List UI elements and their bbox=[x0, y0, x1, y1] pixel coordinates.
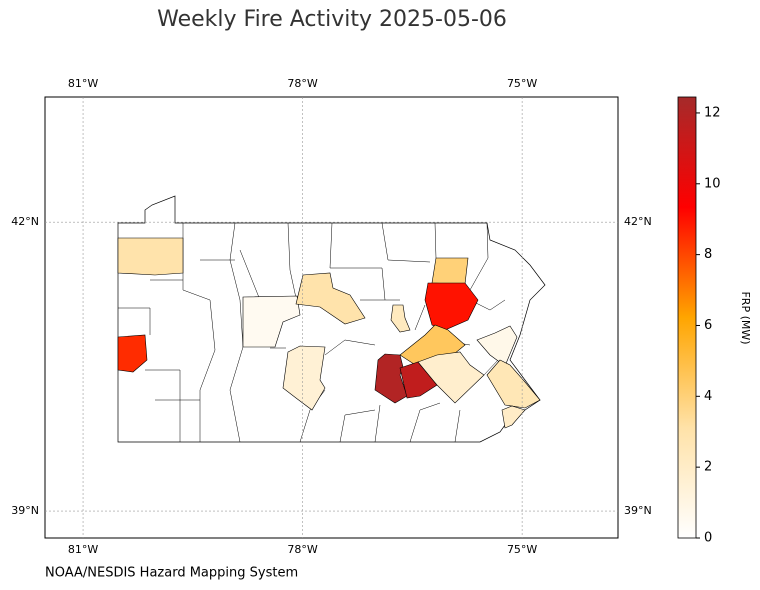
fire-region bbox=[424, 282, 479, 331]
fire-region bbox=[295, 272, 366, 325]
fire-region bbox=[242, 295, 301, 348]
fire-region bbox=[431, 257, 469, 285]
fire-region bbox=[374, 353, 408, 404]
fire-region bbox=[282, 345, 326, 411]
fire-region bbox=[117, 237, 184, 276]
colorbar-tick-label: 8 bbox=[704, 247, 712, 262]
lon-label-bottom: 81°W bbox=[68, 543, 98, 556]
lon-label-top: 81°W bbox=[68, 77, 98, 90]
colorbar-tick-label: 0 bbox=[704, 531, 712, 546]
credit: NOAA/NESDIS Hazard Mapping System bbox=[45, 566, 298, 581]
fire-region bbox=[486, 359, 541, 409]
fire-region bbox=[476, 325, 518, 367]
map-frame bbox=[44, 96, 619, 539]
lat-label-left: 42°N bbox=[11, 215, 39, 228]
colorbar-tick-label: 12 bbox=[704, 105, 721, 120]
colorbar bbox=[677, 96, 697, 539]
state-outline bbox=[117, 195, 546, 443]
lon-label-bottom: 78°W bbox=[287, 543, 317, 556]
colorbar-tick-label: 6 bbox=[704, 318, 712, 333]
fire-region bbox=[117, 334, 148, 373]
colorbar-label: FRP (MW) bbox=[739, 291, 752, 344]
fire-region bbox=[417, 351, 485, 404]
lat-label-right: 39°N bbox=[624, 504, 652, 517]
colorbar-tick-label: 10 bbox=[704, 176, 721, 191]
lon-label-top: 78°W bbox=[287, 77, 317, 90]
lon-label-bottom: 75°W bbox=[507, 543, 537, 556]
fire-region bbox=[390, 304, 411, 333]
colorbar-tick-label: 2 bbox=[704, 460, 712, 475]
title: Weekly Fire Activity 2025-05-06 bbox=[157, 7, 507, 32]
fire-region bbox=[501, 405, 526, 429]
fire-region bbox=[399, 361, 438, 399]
lat-label-left: 39°N bbox=[11, 504, 39, 517]
regions bbox=[117, 237, 541, 429]
lat-label-right: 42°N bbox=[624, 215, 652, 228]
colorbar-tick-label: 4 bbox=[704, 389, 712, 404]
lon-label-top: 75°W bbox=[507, 77, 537, 90]
